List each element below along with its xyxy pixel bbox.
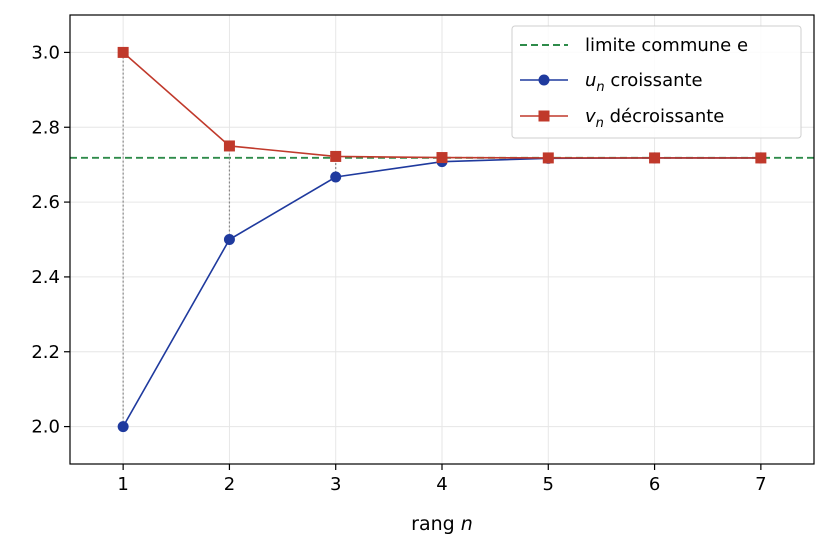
- legend-v-label: vn décroissante: [585, 106, 724, 131]
- x-tick-label: 5: [543, 474, 554, 495]
- series-point-v: [542, 152, 554, 164]
- legend: limite commune e un croissante vn décroi…: [511, 25, 802, 139]
- legend-limit-label: limite commune e: [585, 35, 748, 56]
- series-point-v: [755, 152, 767, 164]
- x-axis-label-prefix: rang: [411, 513, 461, 535]
- series-point-v: [223, 140, 235, 152]
- y-tick-label: 2.2: [31, 342, 60, 363]
- legend-v-sub: n: [596, 116, 604, 131]
- y-axis: 2.0 2.2 2.4 2.6 2.8 3.0: [31, 42, 70, 438]
- legend-u-var: u: [585, 70, 596, 91]
- x-axis: 1 2 3 4 5 6 7: [117, 464, 767, 495]
- y-tick-label: 2.8: [31, 117, 60, 138]
- y-tick-label: 2.6: [31, 192, 60, 213]
- legend-v-rest: décroissante: [604, 106, 724, 127]
- legend-u-rest: croissante: [605, 70, 703, 91]
- series-point-v: [649, 152, 661, 164]
- x-tick-label: 4: [436, 474, 447, 495]
- series-point-u: [223, 234, 235, 245]
- series-point-v: [330, 150, 342, 162]
- legend-u-label: un croissante: [585, 70, 703, 95]
- legend-v-swatch-marker: [538, 110, 550, 122]
- x-axis-label: rang n: [411, 513, 473, 535]
- series-point-v: [117, 46, 129, 58]
- x-tick-label: 7: [755, 474, 766, 495]
- x-axis-label-var: n: [461, 513, 473, 535]
- legend-frame: [511, 25, 802, 139]
- x-tick-label: 1: [117, 474, 128, 495]
- y-tick-label: 2.0: [31, 417, 60, 438]
- x-tick-label: 3: [330, 474, 341, 495]
- x-tick-label: 6: [649, 474, 660, 495]
- series-point-u: [330, 171, 342, 183]
- y-tick-label: 2.4: [31, 267, 60, 288]
- series-point-v: [436, 152, 448, 164]
- legend-v-var: v: [585, 106, 596, 127]
- x-tick-label: 2: [224, 474, 235, 495]
- legend-u-sub: n: [596, 80, 604, 95]
- series-layer: [117, 46, 767, 433]
- y-tick-label: 3.0: [31, 42, 60, 63]
- legend-u-swatch-marker: [538, 74, 550, 86]
- series-point-u: [117, 421, 129, 433]
